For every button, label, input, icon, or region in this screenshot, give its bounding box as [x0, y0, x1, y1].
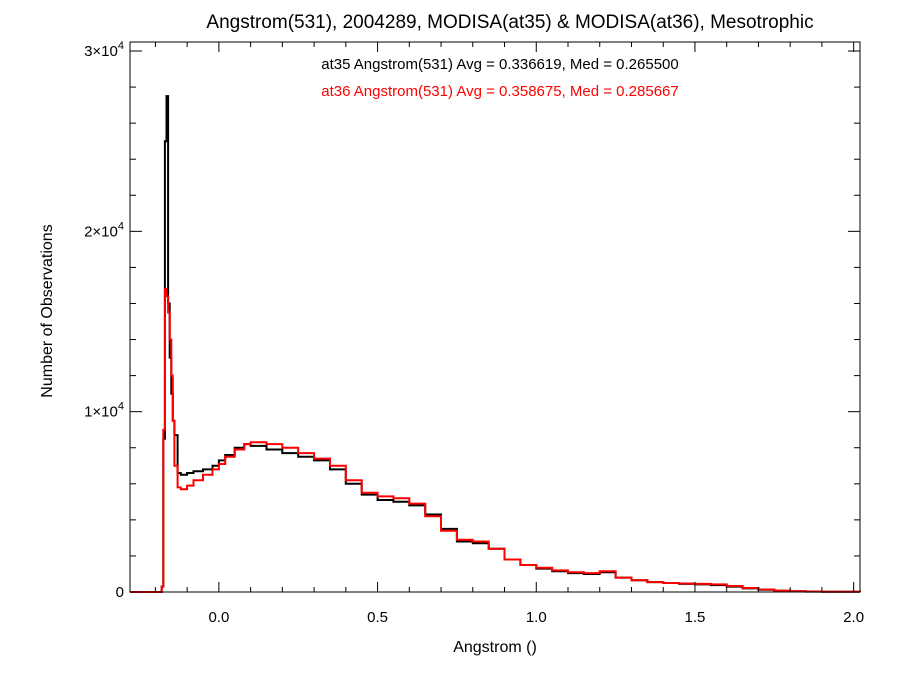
series-line-2 [130, 288, 861, 593]
x-tick-label: 0.0 [208, 609, 229, 626]
x-tick-label: 1.0 [526, 609, 547, 626]
y-tick-label: 0 [116, 584, 124, 601]
y-tick-exponent: 4 [118, 40, 124, 52]
chart-title: Angstrom(531), 2004289, MODISA(at35) & M… [206, 12, 813, 33]
x-tick-label: 1.5 [685, 609, 706, 626]
x-tick-label: 0.5 [367, 609, 388, 626]
plot-frame [129, 41, 861, 593]
series-layer [130, 95, 861, 593]
x-tick-label: 2.0 [843, 609, 864, 626]
y-tick-exponent: 4 [118, 401, 124, 413]
y-tick-mantissa: 3×10 [84, 43, 118, 60]
y-tick-mantissa: 1×10 [84, 404, 118, 421]
y-tick-label: 3×104 [84, 40, 124, 60]
y-tick-exponent: 4 [118, 220, 124, 232]
y-tick-label: 1×104 [84, 401, 124, 421]
x-axis-label: Angstrom () [453, 639, 537, 656]
annotation-at35: at35 Angstrom(531) Avg = 0.336619, Med =… [321, 56, 679, 73]
y-tick-mantissa: 2×10 [84, 223, 118, 240]
y-tick-label: 2×104 [84, 220, 124, 240]
y-axis-label: Number of Observations [39, 224, 56, 397]
annotation-at36: at36 Angstrom(531) Avg = 0.358675, Med =… [321, 83, 679, 100]
